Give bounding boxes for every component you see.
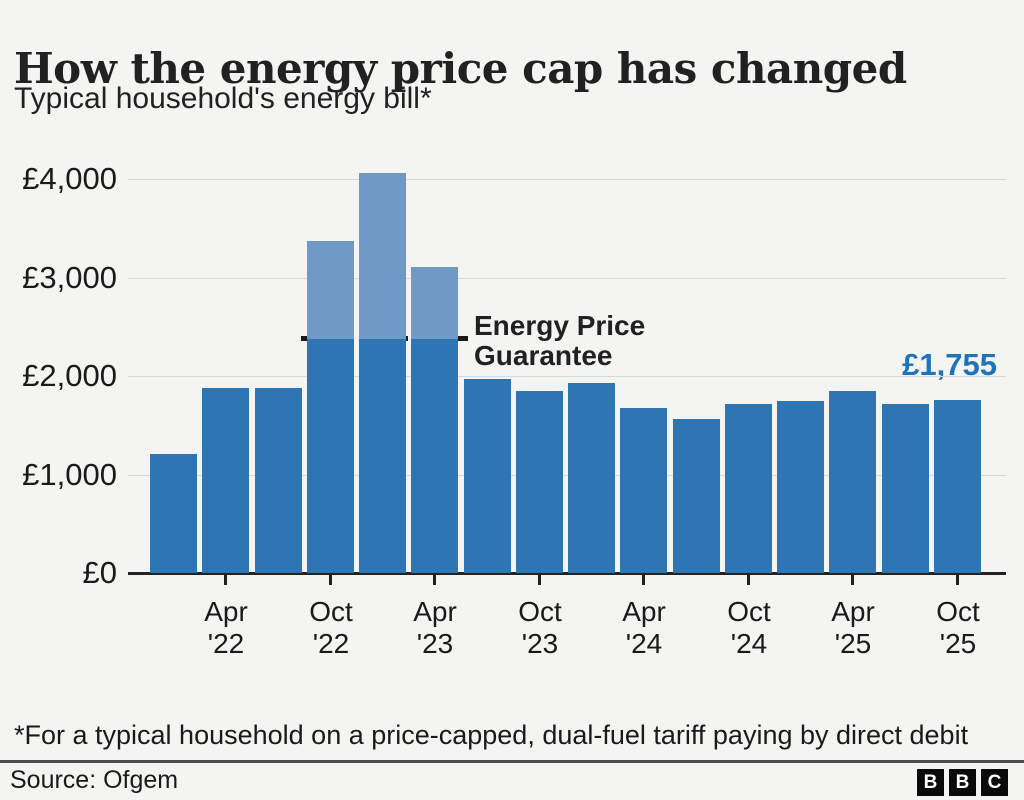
- x-axis-label-apr24: Apr '24: [622, 596, 666, 659]
- latest-cap-value-label: £1,755: [902, 347, 997, 382]
- gridline-3000: [128, 278, 1006, 279]
- bar-apr22: [202, 388, 249, 573]
- y-axis-label-2000: £2,000: [22, 358, 117, 393]
- y-axis-label-0: £0: [82, 555, 117, 590]
- x-axis-baseline: [128, 572, 1006, 575]
- bar-apr25: [829, 390, 876, 573]
- bbc-logo: B B C: [917, 769, 1008, 796]
- bar-jan25: [777, 401, 824, 573]
- bar-uncapped-apr23: [411, 266, 458, 339]
- bar-jul23: [464, 379, 511, 573]
- x-axis-label-oct22: Oct '22: [309, 596, 353, 659]
- bar-oct24: [725, 404, 772, 573]
- x-axis-tick-oct24: [747, 575, 750, 585]
- bar-jul25: [882, 403, 929, 573]
- x-axis-tick-apr23: [433, 575, 436, 585]
- bar-jan23: [359, 338, 406, 573]
- gridline-1000: [128, 475, 1006, 476]
- bar-oct23: [516, 391, 563, 573]
- chart-subtitle: Typical household's energy bill*: [14, 82, 432, 115]
- energy-price-guarantee-annotation: Energy Price Guarantee: [474, 311, 645, 371]
- chart-title: How the energy price cap has changed: [14, 44, 907, 94]
- bar-jul24: [673, 419, 720, 573]
- y-axis-label-4000: £4,000: [22, 161, 117, 196]
- bar-jul22: [255, 388, 302, 573]
- x-axis-label-oct24: Oct '24: [727, 596, 771, 659]
- footer-divider: [0, 760, 1024, 763]
- x-axis-tick-oct25: [956, 575, 959, 585]
- bar-jan22: [150, 453, 197, 573]
- y-axis-label-1000: £1,000: [22, 457, 117, 492]
- bbc-logo-block-b2: B: [949, 769, 976, 796]
- bar-jan24: [568, 382, 615, 573]
- x-axis-label-oct25: Oct '25: [936, 596, 980, 659]
- bar-apr23: [411, 338, 458, 573]
- footnote: *For a typical household on a price-capp…: [14, 720, 969, 750]
- y-axis-label-3000: £3,000: [22, 260, 117, 295]
- bbc-logo-block-b1: B: [917, 769, 944, 796]
- x-axis-tick-apr22: [224, 575, 227, 585]
- x-axis-label-apr22: Apr '22: [204, 596, 248, 659]
- x-axis-tick-apr25: [851, 575, 854, 585]
- x-axis-tick-oct22: [329, 575, 332, 585]
- source-credit: Source: Ofgem: [10, 766, 179, 794]
- bar-apr24: [620, 407, 667, 573]
- bbc-logo-block-c: C: [981, 769, 1008, 796]
- bar-uncapped-oct22: [307, 240, 354, 339]
- bar-oct25: [934, 400, 981, 573]
- x-axis-label-oct23: Oct '23: [518, 596, 562, 659]
- bar-uncapped-jan23: [359, 173, 406, 339]
- bar-oct22: [307, 338, 354, 573]
- gridline-2000: [128, 376, 1006, 377]
- x-axis-label-apr25: Apr '25: [831, 596, 875, 659]
- gridline-4000: [128, 179, 1006, 180]
- energy-price-guarantee-annotation-line1: Energy Price: [474, 310, 646, 341]
- energy-price-guarantee-annotation-line2: Guarantee: [474, 340, 613, 371]
- x-axis-tick-oct23: [538, 575, 541, 585]
- x-axis-tick-apr24: [642, 575, 645, 585]
- x-axis-label-apr23: Apr '23: [413, 596, 457, 659]
